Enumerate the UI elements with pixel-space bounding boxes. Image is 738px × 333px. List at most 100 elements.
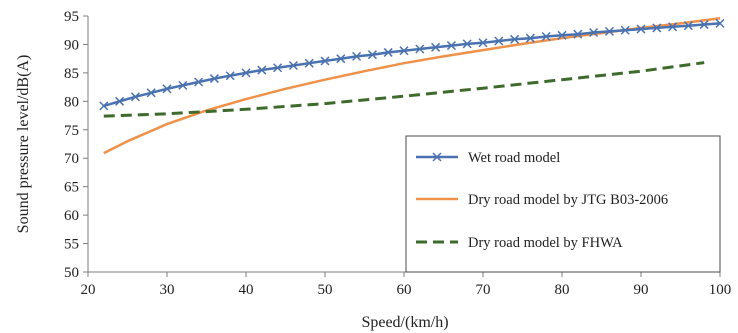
data-point [178, 80, 188, 90]
data-point [130, 92, 140, 102]
marker-stroke [636, 24, 646, 34]
y-tick-label: 95 [64, 9, 79, 25]
marker-stroke [241, 68, 251, 78]
legend-label: Dry road model by FHWA [468, 235, 623, 251]
marker-stroke [510, 34, 520, 44]
data-point [399, 46, 409, 56]
marker-stroke [589, 27, 599, 38]
data-point [573, 29, 583, 39]
y-tick-label: 60 [64, 208, 79, 224]
plot-area [99, 17, 725, 155]
marker-stroke [668, 22, 678, 32]
y-tick-label: 90 [64, 37, 79, 53]
data-point [241, 68, 251, 78]
data-point [273, 63, 283, 73]
data-point [668, 22, 678, 32]
data-point [146, 88, 156, 98]
data-point [494, 36, 504, 46]
marker-stroke [573, 29, 583, 39]
series-dry-road-model-by-jtg-b03-2006 [103, 17, 721, 155]
marker-stroke [399, 46, 409, 56]
legend-marker [432, 152, 442, 162]
x-tick-label: 80 [555, 282, 570, 298]
data-point [652, 23, 662, 33]
marker-stroke [304, 58, 314, 68]
data-point [336, 54, 346, 64]
data-point [162, 84, 172, 94]
y-tick-label: 50 [64, 265, 79, 281]
data-point [288, 60, 298, 71]
series-wet-road-model [99, 18, 725, 111]
x-tick-label: 90 [634, 282, 649, 298]
marker-stroke [178, 80, 188, 90]
data-point [604, 26, 614, 36]
series-line [103, 17, 721, 155]
marker-stroke [604, 26, 614, 36]
marker-stroke [146, 88, 156, 98]
marker-stroke [683, 21, 693, 31]
x-tick-label: 70 [476, 282, 491, 298]
marker-stroke [115, 96, 125, 106]
marker-stroke [273, 63, 283, 73]
y-axis-title: Sound pressure level/dB(A) [15, 55, 32, 234]
x-tick-label: 100 [709, 282, 732, 298]
data-point [541, 31, 551, 42]
marker-stroke [162, 84, 172, 94]
data-point [115, 96, 125, 106]
legend-item: Dry road model by JTG B03-2006 [416, 192, 668, 208]
series-line [103, 61, 705, 118]
data-point [209, 74, 219, 84]
marker-stroke [620, 25, 630, 35]
y-tick-label: 80 [64, 94, 79, 110]
data-point [589, 27, 599, 38]
marker-stroke [209, 74, 219, 84]
legend-item: Wet road model [416, 150, 560, 166]
data-point [352, 51, 362, 61]
marker-stroke [432, 152, 442, 162]
data-point [462, 39, 472, 49]
data-point [225, 71, 235, 81]
marker-stroke [446, 41, 456, 51]
data-point [99, 101, 109, 111]
data-point [525, 33, 535, 43]
y-tick-label: 55 [64, 237, 79, 253]
marker-stroke [478, 38, 488, 48]
marker-stroke [652, 23, 662, 33]
legend-label: Wet road model [468, 150, 560, 166]
axes: 20 30 40 50 60 70 80 90 100 50 55 60 65 70 75 80 85 90 95 [64, 9, 731, 298]
data-point [257, 65, 267, 75]
marker-stroke [288, 60, 298, 71]
data-point [699, 20, 709, 30]
data-point [715, 18, 725, 28]
legend-label: Dry road model by JTG B03-2006 [468, 192, 668, 208]
y-tick-label: 70 [64, 151, 79, 167]
data-point [446, 41, 456, 51]
marker-stroke [99, 101, 109, 111]
x-tick-label: 30 [160, 282, 175, 298]
marker-stroke [367, 50, 377, 60]
data-point [431, 42, 441, 52]
x-axis-title: Speed/(km/h) [361, 314, 448, 331]
data-point [383, 47, 393, 57]
marker-stroke [699, 20, 709, 30]
marker-stroke [541, 31, 551, 42]
marker-stroke [225, 71, 235, 81]
marker-stroke [557, 30, 567, 40]
marker-stroke [415, 44, 425, 54]
marker-stroke [431, 42, 441, 52]
data-point [415, 44, 425, 54]
data-point [683, 21, 693, 31]
legend: Wet road model Dry road model by JTG B03-… [405, 135, 721, 273]
marker-stroke [383, 47, 393, 57]
data-point [510, 34, 520, 44]
x-tick-label: 50 [318, 282, 333, 298]
marker-stroke [336, 54, 346, 64]
marker-stroke [320, 56, 330, 66]
y-tick-label: 65 [64, 180, 79, 196]
marker-stroke [462, 39, 472, 49]
data-point [367, 50, 377, 60]
series-dry-road-model-by-fhwa [103, 61, 705, 118]
x-tick-label: 40 [239, 282, 254, 298]
marker-stroke [494, 36, 504, 46]
data-point [636, 24, 646, 34]
